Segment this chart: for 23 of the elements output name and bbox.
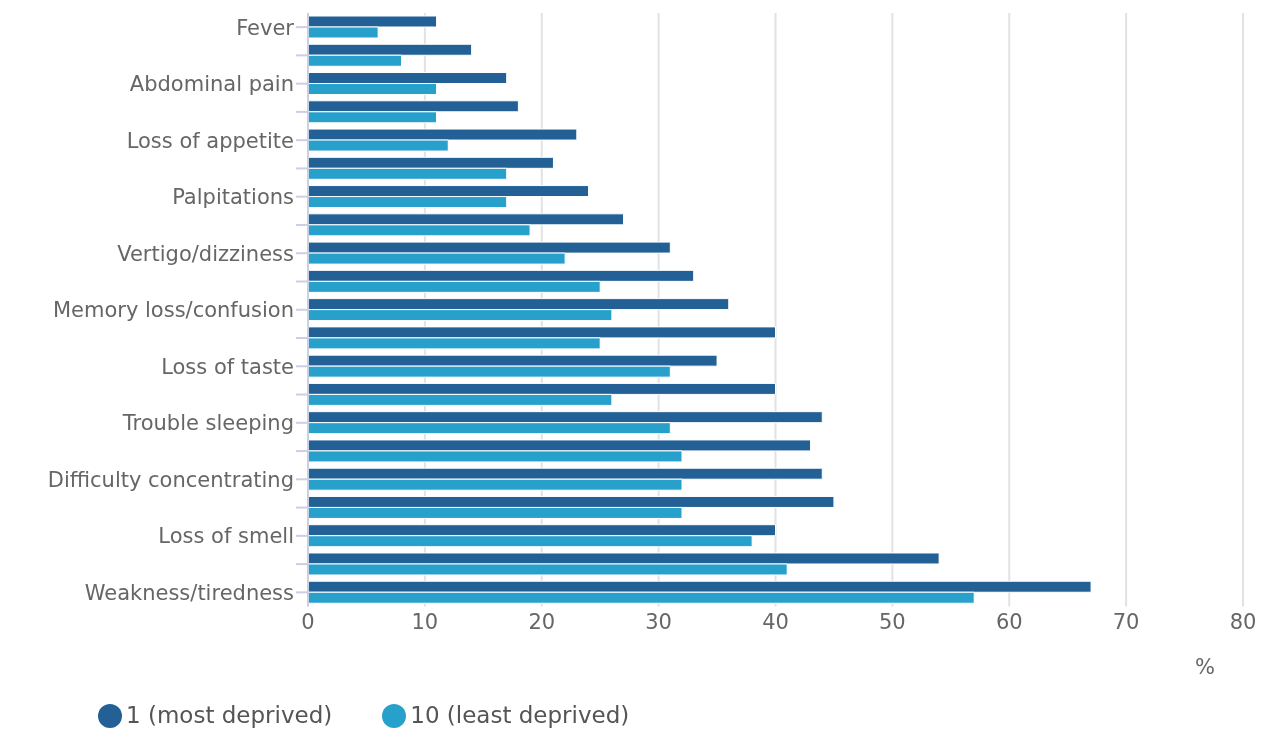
y-tick-label: Trouble sleeping <box>121 411 294 436</box>
y-tick-label: Loss of taste <box>161 354 294 379</box>
x-tick-label: 50 <box>879 610 906 635</box>
y-tick-label: Difficulty concentrating <box>47 467 294 492</box>
x-tick-label: 40 <box>762 610 789 635</box>
y-tick-label: Weakness/tiredness <box>84 580 294 605</box>
y-tick-label: Loss of appetite <box>126 128 294 153</box>
y-tick-label: Loss of smell <box>158 524 294 549</box>
y-tick-label: Fever <box>236 15 295 40</box>
x-tick-label: 60 <box>995 610 1023 635</box>
legend-label: 10 (least deprived) <box>410 701 630 728</box>
x-axis-title: % <box>1195 654 1215 679</box>
y-tick-label: Memory loss/confusion <box>52 298 294 323</box>
y-tick-label: Palpitations <box>172 185 294 210</box>
y-tick-label: Vertigo/dizziness <box>117 241 294 266</box>
x-tick-label: 80 <box>1229 610 1257 635</box>
y-tick-label: Abdominal pain <box>129 72 294 97</box>
legend-label: 1 (most deprived) <box>126 701 333 728</box>
x-tick-label: 70 <box>1112 610 1140 635</box>
x-tick-label: 20 <box>528 610 556 635</box>
x-tick-label: 30 <box>645 610 672 635</box>
x-tick-label: 0 <box>301 610 315 635</box>
x-tick-label: 10 <box>411 610 439 635</box>
